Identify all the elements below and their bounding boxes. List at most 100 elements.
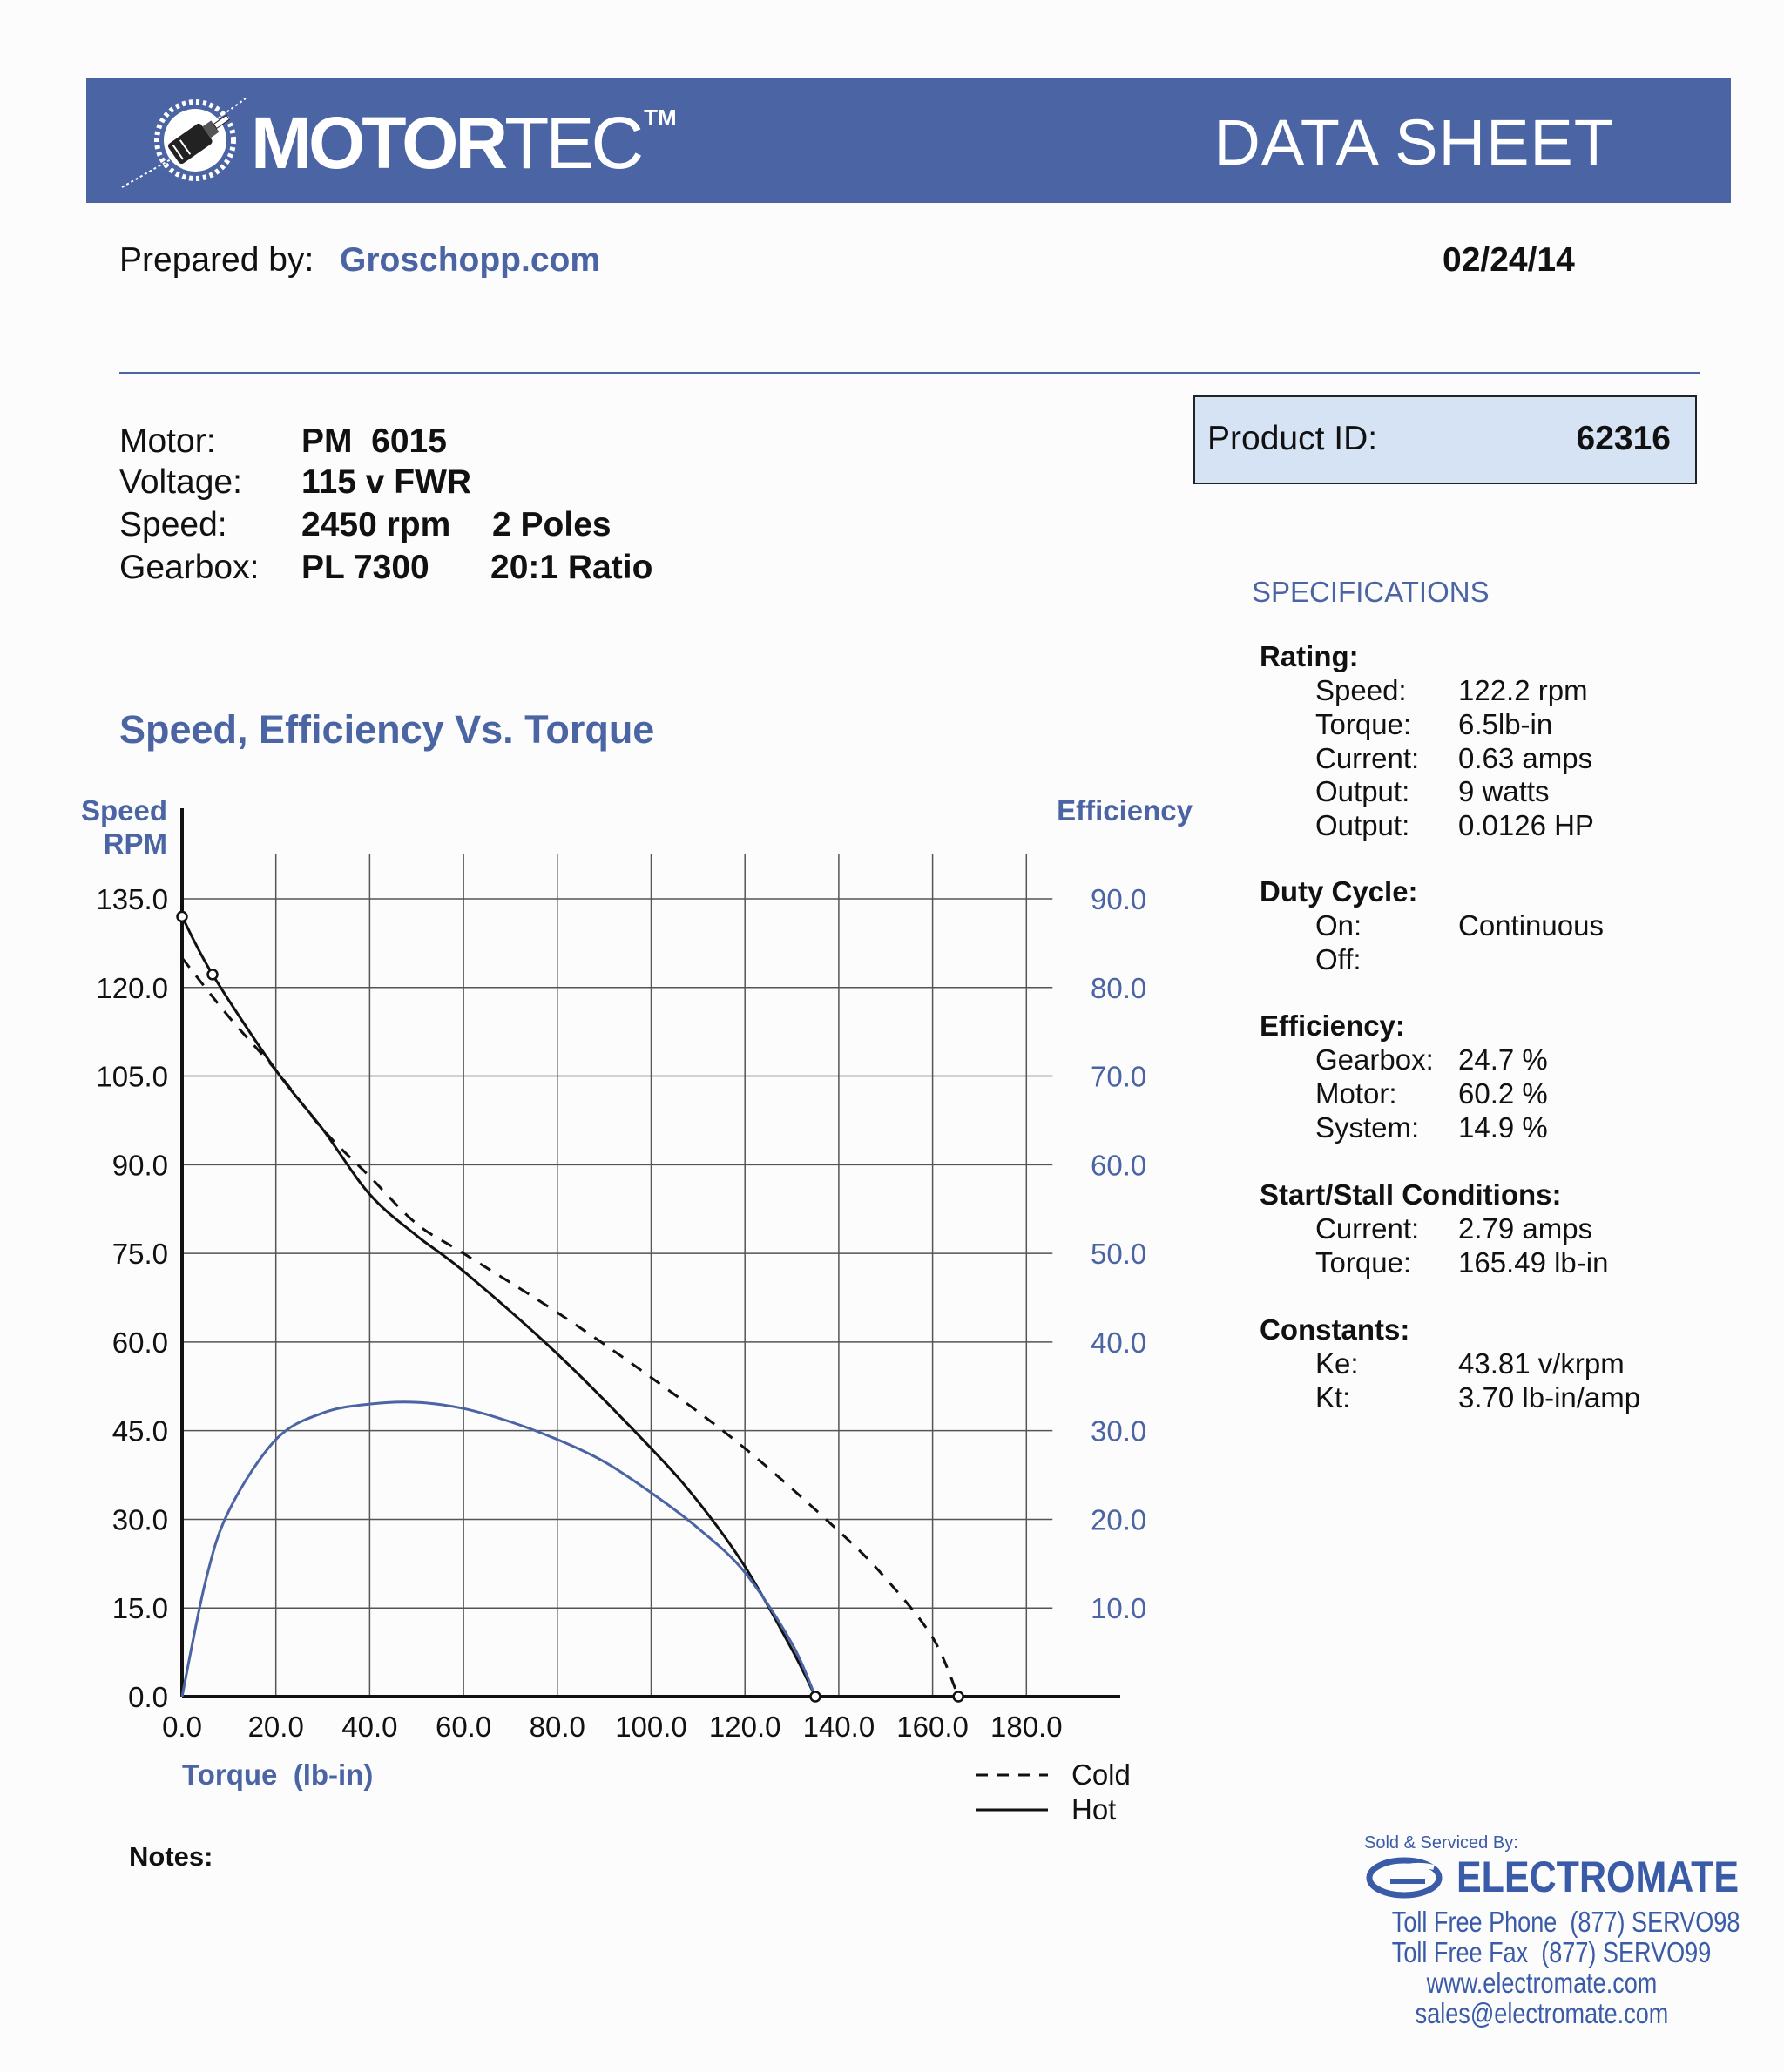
electromate-brand: ELECTROMATE	[1456, 1853, 1740, 1901]
legend-cold-label: Cold	[1071, 1758, 1131, 1791]
spec-constants-label: Kt:	[1315, 1380, 1351, 1414]
x-tick-label: 20.0	[248, 1711, 304, 1743]
chart-grid	[182, 854, 1053, 1697]
spec-efficiency-value: 60.2 %	[1458, 1076, 1548, 1110]
spec-heading-rating: Rating:	[1260, 640, 1359, 672]
y-left-tick-label: 75.0	[112, 1238, 168, 1270]
spec-rating-value: 122.2 rpm	[1458, 674, 1588, 706]
gearbox-label: Gearbox:	[119, 549, 260, 586]
y-right-tick-label: 80.0	[1091, 972, 1146, 1004]
spec-rating-value: 0.63 amps	[1458, 741, 1593, 774]
electromate-web-link[interactable]: www.electromate.com	[1426, 1967, 1658, 1999]
chart-point-marker	[206, 969, 219, 981]
chart-point-marker	[952, 1691, 964, 1703]
prepared-by-link[interactable]: Groschopp.com	[340, 241, 601, 279]
spec-efficiency-label: Motor:	[1315, 1076, 1397, 1110]
brand-tm: TM	[644, 105, 677, 131]
speed-value: 2450 rpm	[301, 506, 451, 543]
electromate-fax: Toll Free Fax (877) SERVO99	[1391, 1936, 1712, 1968]
header-banner	[86, 78, 1731, 203]
spec-duty-value: Continuous	[1458, 909, 1604, 942]
x-tick-label: 0.0	[162, 1711, 202, 1743]
y-right-tick-label: 60.0	[1091, 1149, 1146, 1181]
series-cold-line	[180, 956, 960, 1697]
y-left-tick-label: 15.0	[112, 1592, 168, 1624]
product-id-label: Product ID:	[1207, 420, 1378, 457]
y-left-tick-label: 45.0	[112, 1415, 168, 1448]
x-axis-label: Torque (lb-in)	[182, 1758, 373, 1791]
legend-hot-label: Hot	[1071, 1793, 1116, 1826]
spec-efficiency-label: Gearbox:	[1315, 1043, 1434, 1076]
motortec-logo-icon	[118, 90, 249, 194]
x-tick-label: 180.0	[990, 1711, 1063, 1743]
y-left-tick-label: 0.0	[128, 1681, 168, 1713]
y-left-tick-label: 135.0	[96, 883, 168, 915]
electromate-email-link[interactable]: sales@electromate.com	[1415, 1997, 1669, 2029]
brand-name: MOTORTEC TM	[251, 106, 677, 179]
x-tick-label: 40.0	[341, 1711, 397, 1743]
spec-constants-value: 3.70 lb-in/amp	[1458, 1380, 1641, 1414]
chart-point-marker	[809, 1691, 821, 1703]
electromate-logo-icon	[1364, 1855, 1469, 1899]
chart-point-marker	[176, 910, 188, 923]
sold-by-label: Sold & Serviced By:	[1364, 1833, 1518, 1853]
electromate-phone: Toll Free Phone (877) SERVO98	[1391, 1906, 1740, 1938]
chart-heading: Speed, Efficiency Vs. Torque	[119, 707, 655, 752]
y-right-label: Efficiency	[1057, 794, 1193, 827]
spec-efficiency-label: System:	[1315, 1110, 1420, 1144]
spec-constants-label: Ke:	[1315, 1347, 1359, 1380]
spec-heading-efficiency: Efficiency:	[1260, 1009, 1405, 1042]
y-left-tick-label: 30.0	[112, 1503, 168, 1535]
x-tick-label: 60.0	[436, 1711, 491, 1743]
page-title: DATA SHEET	[1213, 106, 1614, 179]
y-right-tick-label: 50.0	[1091, 1238, 1146, 1270]
y-left-tick-label: 120.0	[96, 972, 168, 1004]
divider	[119, 372, 1700, 374]
y-left-tick-label: 60.0	[112, 1326, 168, 1359]
spec-heading-constants: Constants:	[1260, 1313, 1410, 1346]
x-tick-label: 80.0	[530, 1711, 585, 1743]
spec-stall-value: 2.79 amps	[1458, 1212, 1593, 1245]
spec-rating-value: 6.5lb-in	[1458, 707, 1553, 740]
spec-stall-label: Current:	[1315, 1212, 1420, 1245]
brand-part2: TEC	[504, 102, 644, 184]
x-tick-label: 160.0	[896, 1711, 969, 1743]
spec-heading-stall: Start/Stall Conditions:	[1260, 1178, 1562, 1211]
series-hot-line	[180, 915, 817, 1697]
spec-duty-label: On:	[1315, 909, 1362, 942]
y-right-tick-label: 40.0	[1091, 1326, 1146, 1359]
x-tick-label: 100.0	[615, 1711, 687, 1743]
product-id-box: Product ID: 62316	[1193, 395, 1697, 484]
series-efficiency-line	[180, 1400, 817, 1697]
spec-rating-value: 0.0126 HP	[1458, 809, 1594, 842]
gearbox-value: PL 7300	[301, 549, 429, 586]
spec-rating-label: Output:	[1315, 809, 1410, 842]
spec-stall-value: 165.49 lb-in	[1458, 1245, 1609, 1279]
electromate-contact: Toll Free Phone (877) SERVO98 Toll Free …	[1359, 1906, 1740, 2029]
y-right-tick-label: 20.0	[1091, 1503, 1146, 1535]
notes-label: Notes:	[129, 1841, 213, 1872]
spec-rating-label: Torque:	[1315, 707, 1412, 740]
y-right-tick-label: 90.0	[1091, 883, 1146, 915]
spec-rating-value: 9 watts	[1458, 775, 1550, 808]
y-left-label-line1: Speed	[81, 794, 167, 827]
spec-efficiency-value: 24.7 %	[1458, 1043, 1548, 1076]
ratio-value: 20:1 Ratio	[490, 549, 653, 586]
motor-label: Motor:	[119, 422, 216, 460]
x-tick-label: 140.0	[803, 1711, 875, 1743]
y-left-tick-label: 90.0	[112, 1149, 168, 1181]
spec-rating-label: Output:	[1315, 775, 1410, 808]
y-right-tick-label: 30.0	[1091, 1415, 1146, 1448]
brand-part1: MOTOR	[251, 102, 508, 184]
spec-duty-label: Off:	[1315, 942, 1362, 975]
voltage-label: Voltage:	[119, 463, 242, 501]
spec-heading-duty: Duty Cycle:	[1260, 875, 1418, 908]
x-tick-label: 120.0	[709, 1711, 781, 1743]
voltage-value: 115 v FWR	[301, 463, 472, 501]
specs-title: SPECIFICATIONS	[1252, 576, 1490, 608]
y-left-label-line2: RPM	[104, 827, 167, 860]
document-date: 02/24/14	[1443, 241, 1575, 279]
chart-series	[180, 915, 960, 1697]
spec-stall-label: Torque:	[1315, 1245, 1412, 1279]
product-id-value: 62316	[1576, 420, 1671, 457]
